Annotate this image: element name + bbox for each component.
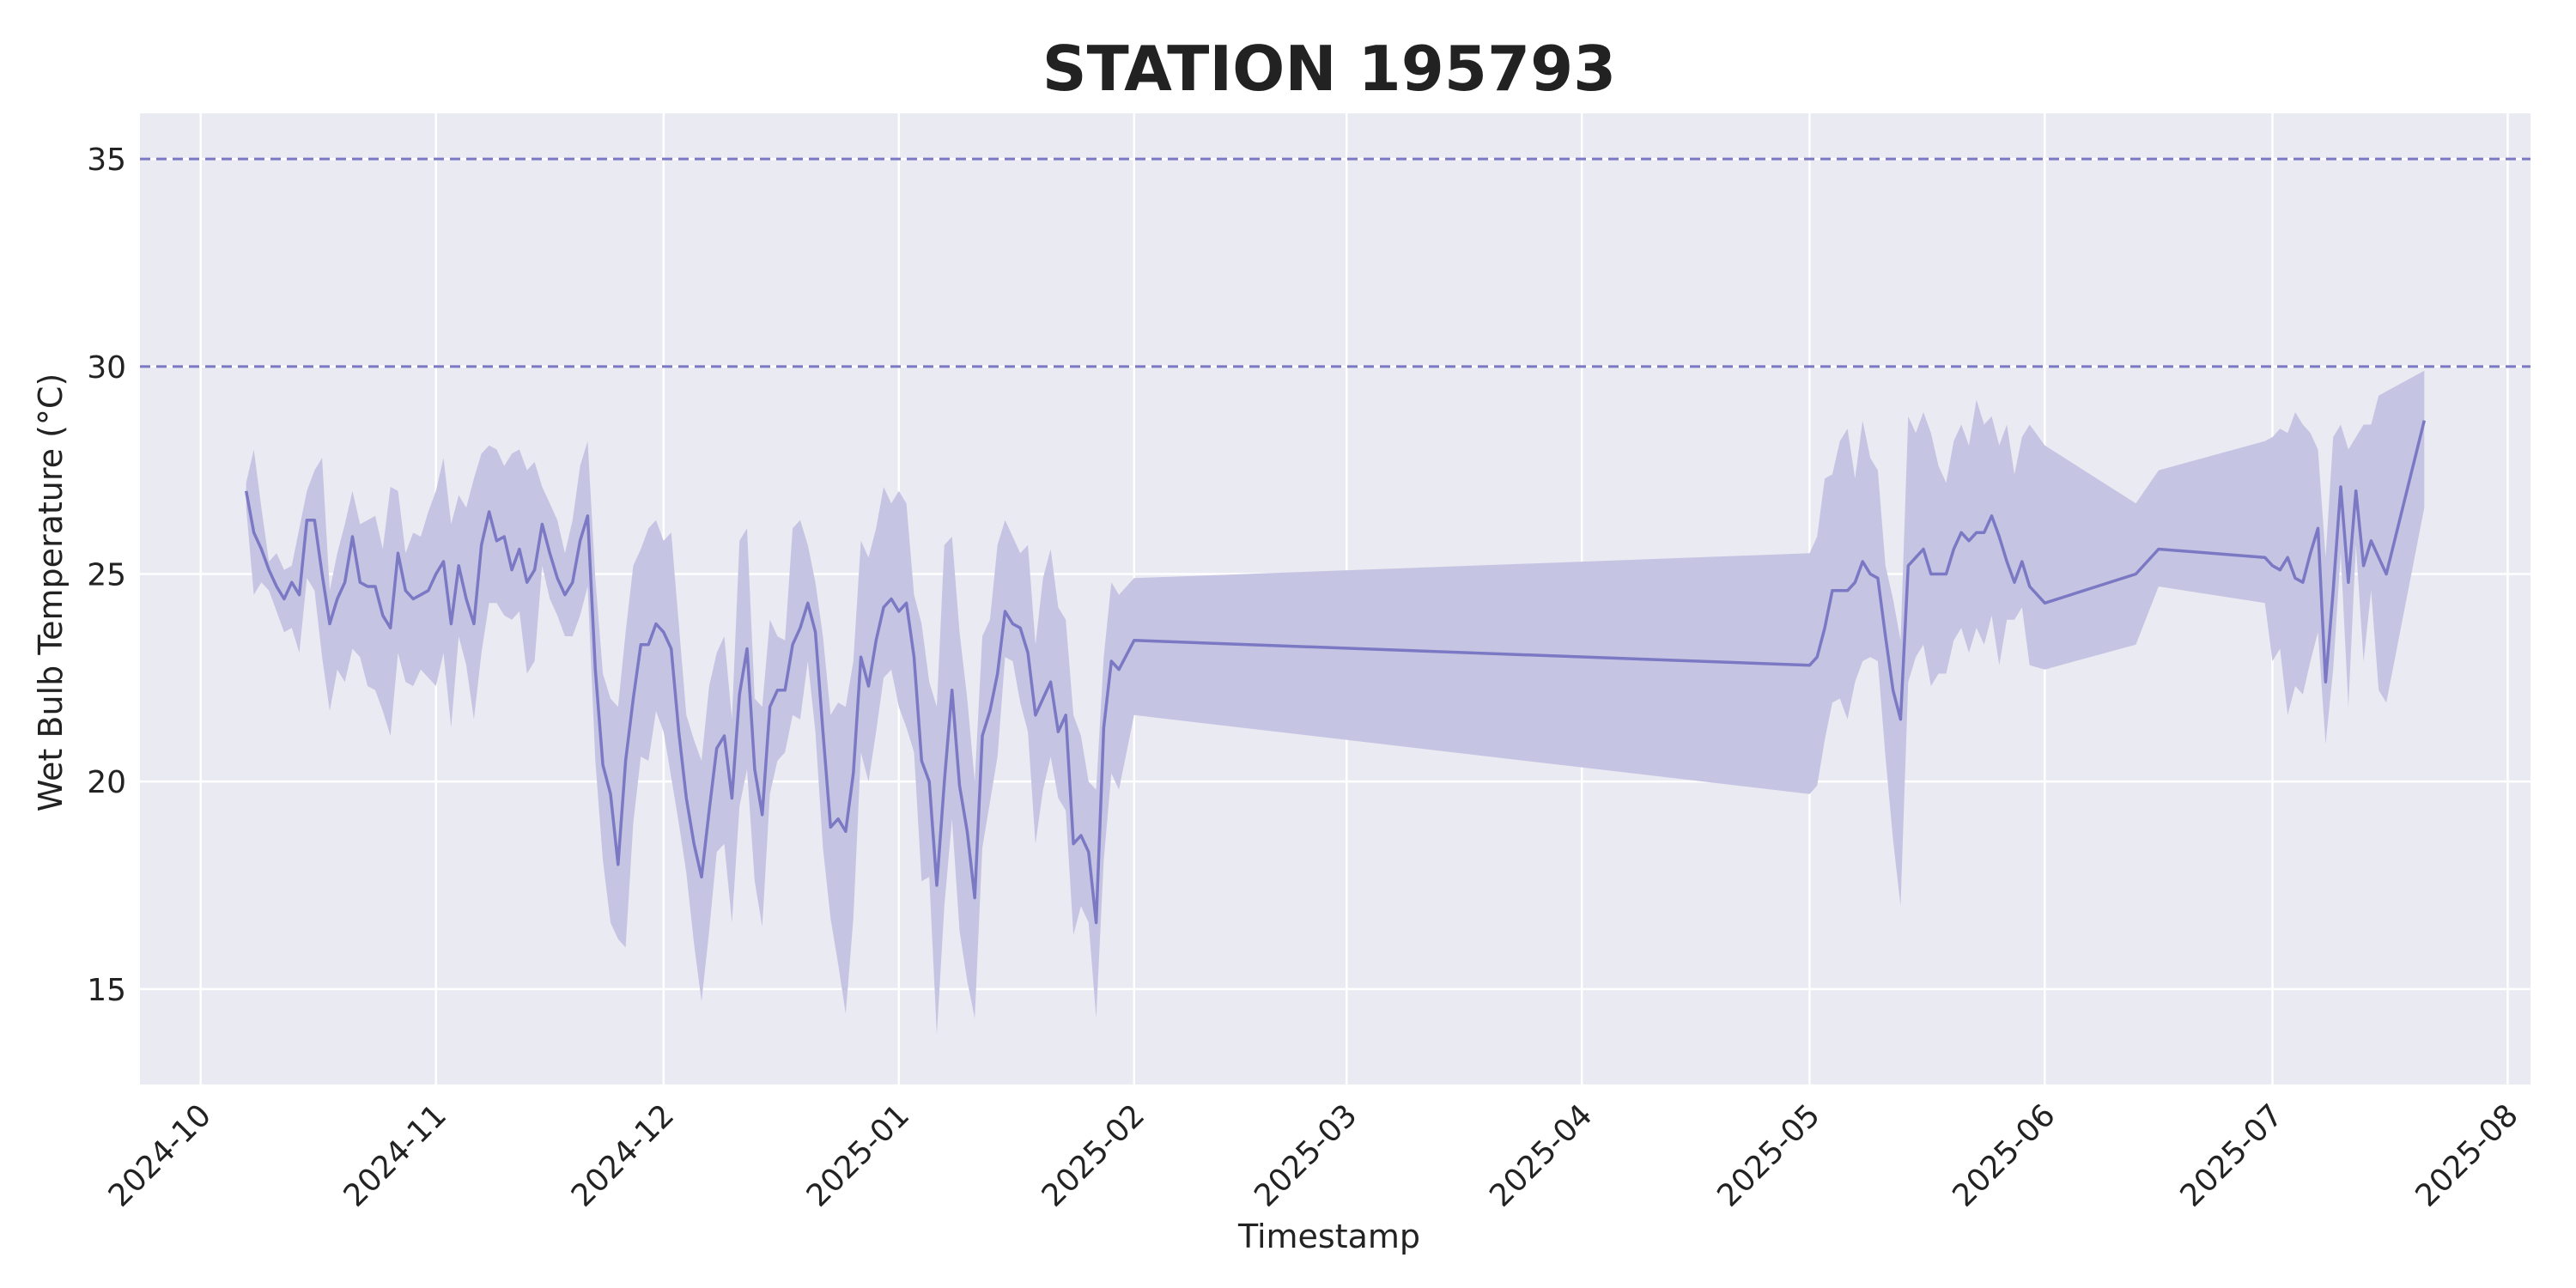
- x-tick-label: 2024-12: [565, 1097, 681, 1213]
- x-tick-label: 2025-04: [1483, 1097, 1599, 1213]
- x-tick-label: 2024-10: [102, 1097, 218, 1213]
- x-tick-label: 2025-05: [1710, 1097, 1826, 1213]
- x-tick-label: 2025-06: [1946, 1097, 2062, 1213]
- y-tick-label: 35: [87, 143, 126, 178]
- x-tick-label: 2024-11: [337, 1097, 453, 1213]
- y-tick-label: 30: [87, 350, 126, 386]
- series-line: [244, 420, 2426, 925]
- chart-title: STATION 195793: [1042, 33, 1617, 105]
- x-tick-label: 2025-01: [800, 1097, 916, 1213]
- x-axis-label: Timestamp: [1237, 1218, 1420, 1255]
- y-axis-label: Wet Bulb Temperature (°C): [32, 374, 70, 812]
- x-tick-label: 2025-07: [2174, 1097, 2290, 1213]
- data-layer: [244, 370, 2426, 1035]
- x-tick-label: 2025-08: [2409, 1097, 2524, 1213]
- y-tick-label: 20: [87, 765, 126, 800]
- x-tick-label: 2025-02: [1036, 1097, 1151, 1213]
- reference-lines: [140, 157, 2530, 368]
- x-tick-label: 2025-03: [1248, 1097, 1364, 1213]
- range-band: [246, 370, 2425, 1035]
- y-tick-label: 25: [87, 558, 126, 593]
- y-tick-label: 15: [87, 973, 126, 1008]
